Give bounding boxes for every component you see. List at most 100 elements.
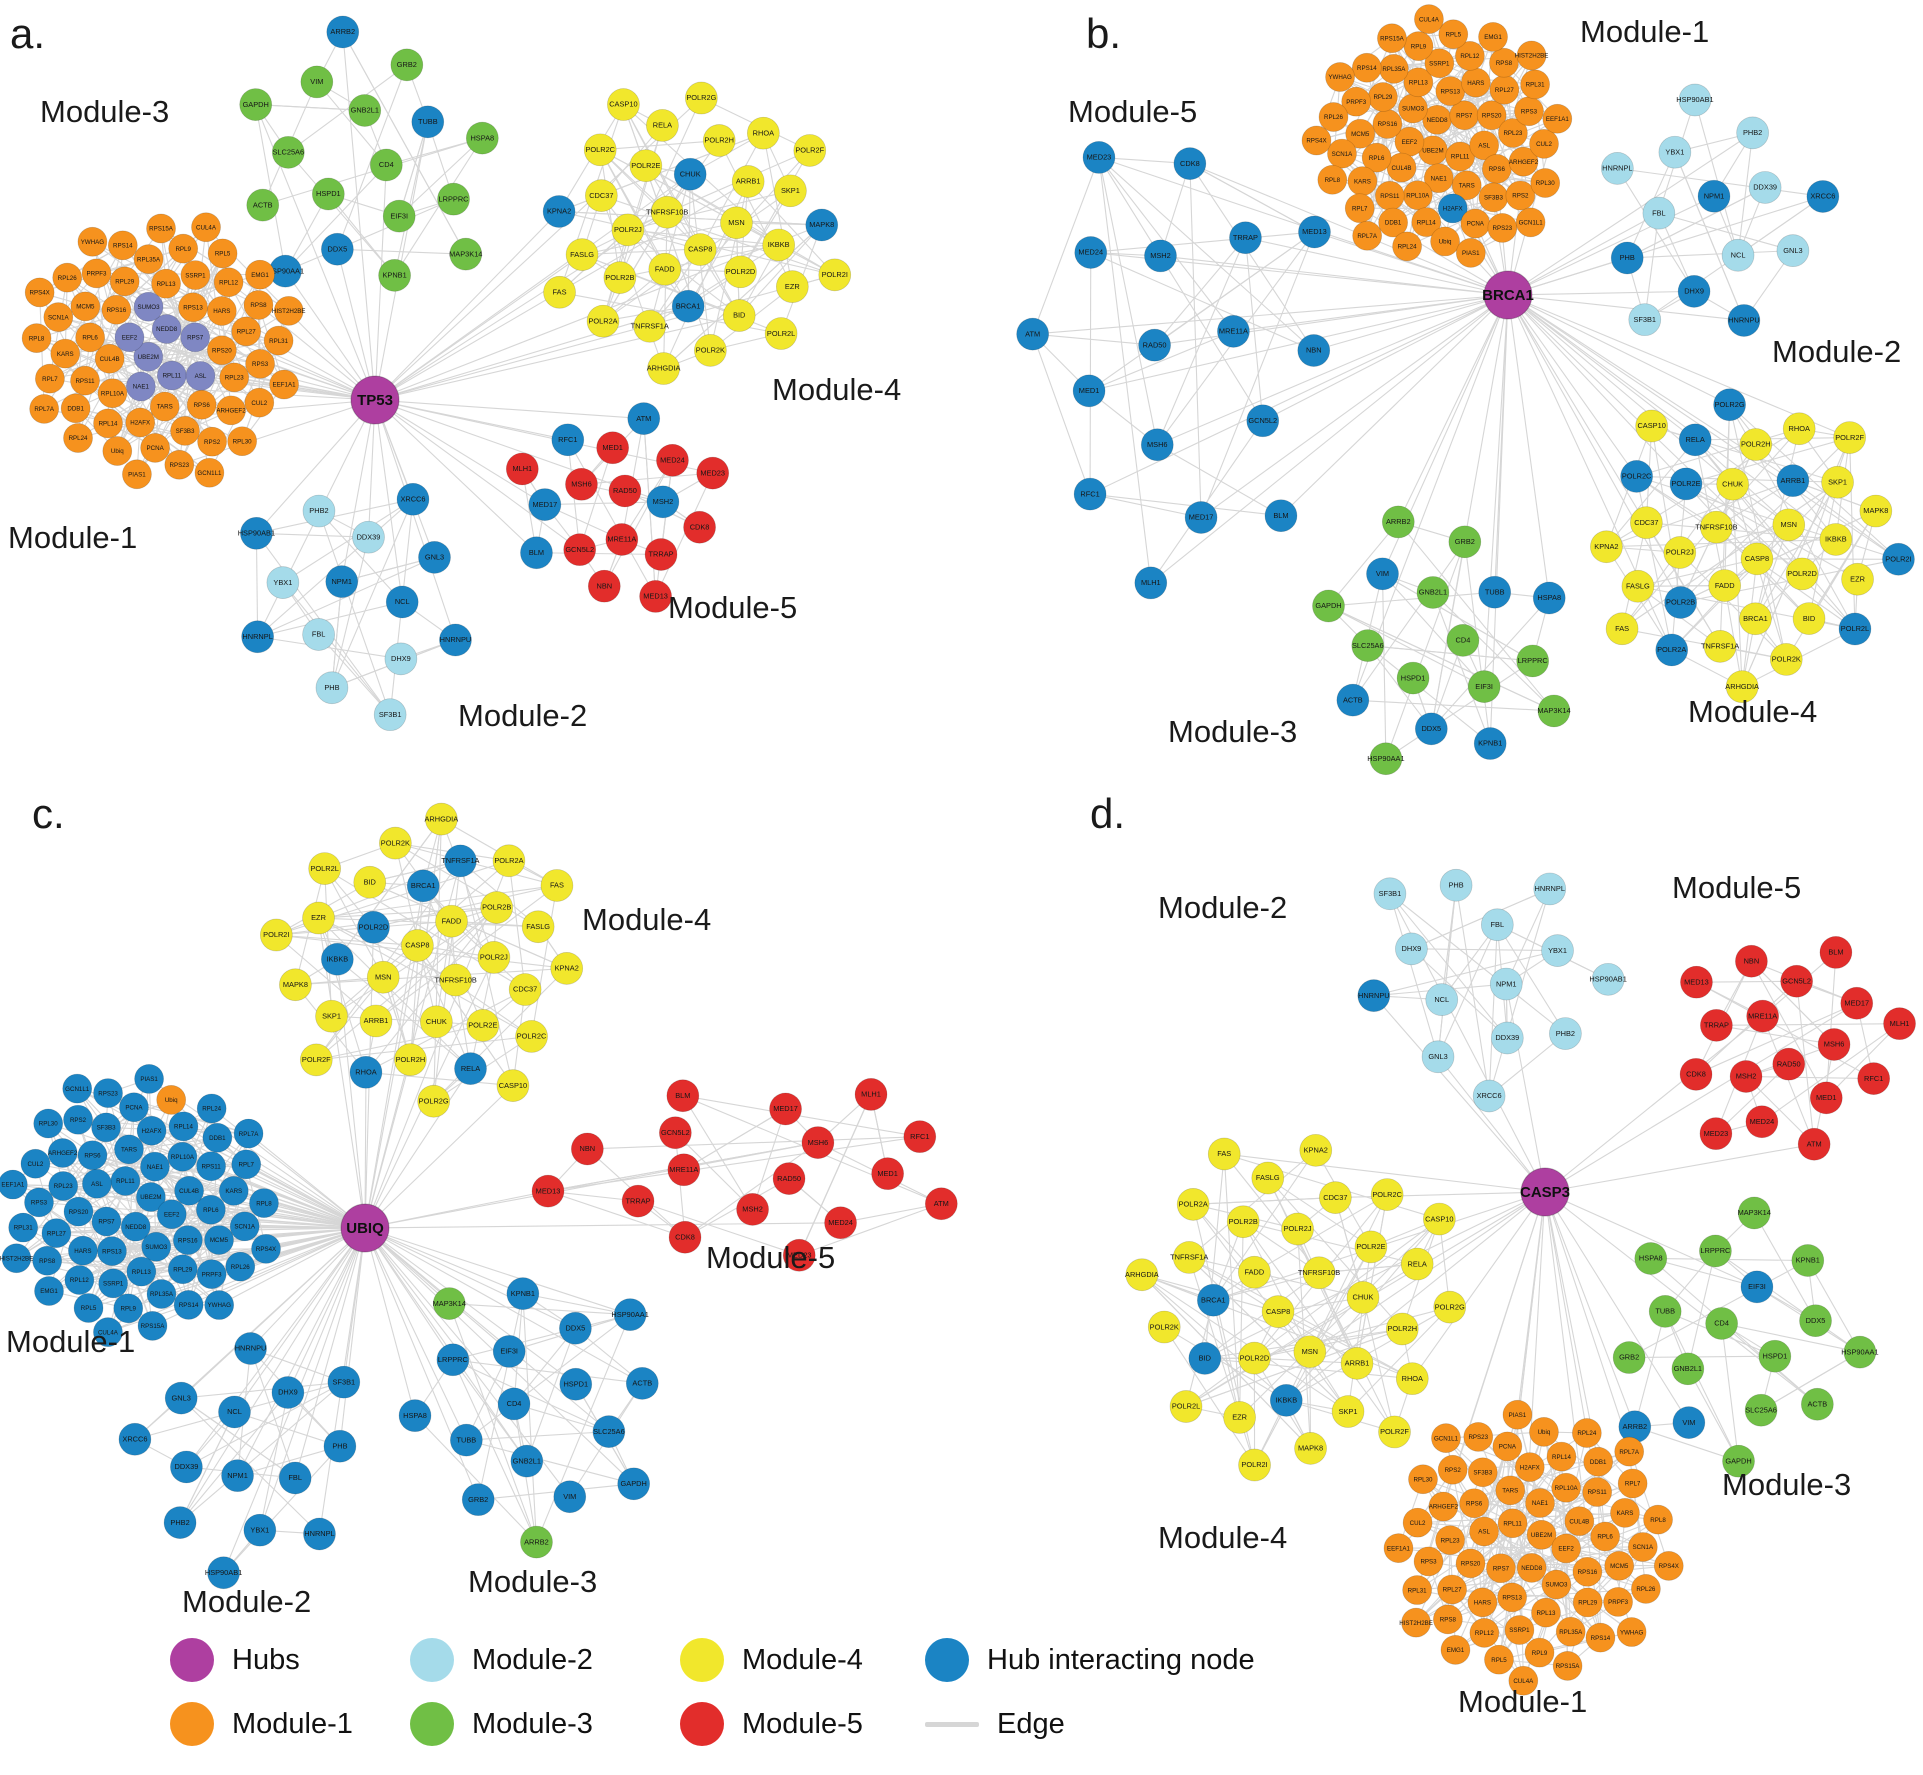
node-RPS13[interactable]: RPS13 [178, 292, 208, 323]
node-RPL26[interactable]: RPL26 [1631, 1574, 1661, 1604]
node-POLR2J[interactable]: POLR2J [1663, 536, 1697, 569]
node-CUL2[interactable]: CUL2 [244, 387, 275, 418]
node-GRB2[interactable]: GRB2 [1612, 1341, 1646, 1374]
node-RPS6[interactable]: RPS6 [77, 1140, 108, 1171]
node-MRE11A[interactable]: MRE11A [1217, 315, 1250, 348]
hub-node-UBIQ[interactable]: UBIQ [340, 1203, 390, 1253]
node-RPS20[interactable]: RPS20 [1455, 1548, 1486, 1579]
node-CASP8[interactable]: CASP8 [401, 929, 434, 962]
node-HNRNPU[interactable]: HNRNPU [1727, 304, 1761, 337]
node-ARHGEF2[interactable]: ARHGEF2 [216, 395, 246, 426]
node-HNRNPU[interactable]: HNRNPU [234, 1332, 267, 1365]
node-MED24[interactable]: MED24 [1074, 236, 1108, 269]
node-XRCC6[interactable]: XRCC6 [118, 1422, 152, 1456]
node-RPL10A[interactable]: RPL10A [1551, 1472, 1582, 1503]
node-CDC37[interactable]: CDC37 [1319, 1181, 1352, 1214]
node-MRE11A[interactable]: MRE11A [667, 1153, 701, 1187]
node-EZR[interactable]: EZR [1223, 1401, 1256, 1434]
node-BID[interactable]: BID [353, 865, 387, 899]
node-DHX9[interactable]: DHX9 [384, 642, 418, 676]
node-MAPK8[interactable]: MAPK8 [1294, 1432, 1327, 1465]
node-RPL14[interactable]: RPL14 [168, 1111, 199, 1142]
node-RPL7A[interactable]: RPL7A [1352, 220, 1383, 251]
node-POLR2L[interactable]: POLR2L [308, 852, 342, 885]
node-POLR2B[interactable]: POLR2B [1664, 586, 1697, 619]
node-GCN5L2[interactable]: GCN5L2 [1246, 404, 1280, 438]
node-RPS4X[interactable]: RPS4X [251, 1233, 281, 1264]
node-EIF3I[interactable]: EIF3I [492, 1335, 526, 1368]
node-RAD50[interactable]: RAD50 [772, 1162, 806, 1195]
node-RPL6[interactable]: RPL6 [195, 1194, 226, 1225]
node-RPL24[interactable]: RPL24 [1571, 1418, 1602, 1448]
node-CASP8[interactable]: CASP8 [1261, 1295, 1295, 1329]
node-MED24[interactable]: MED24 [824, 1206, 857, 1240]
node-EMG1[interactable]: EMG1 [1478, 22, 1508, 52]
node-MCM5[interactable]: MCM5 [1604, 1550, 1635, 1581]
node-FBL[interactable]: FBL [1642, 196, 1676, 230]
node-GAPDH[interactable]: GAPDH [239, 88, 273, 121]
node-RPL13[interactable]: RPL13 [1531, 1597, 1561, 1628]
node-ATM[interactable]: ATM [924, 1187, 958, 1221]
node-RPS14[interactable]: RPS14 [173, 1289, 204, 1320]
node-PHB[interactable]: PHB [315, 671, 349, 705]
node-RPL5[interactable]: RPL5 [1438, 19, 1469, 50]
node-CASP10[interactable]: CASP10 [496, 1069, 530, 1102]
node-XRCC6[interactable]: XRCC6 [1806, 180, 1840, 213]
node-POLR2K[interactable]: POLR2K [694, 334, 727, 367]
node-PHB2[interactable]: PHB2 [302, 494, 336, 528]
node-HNRNPL[interactable]: HNRNPL [303, 1517, 336, 1551]
node-LRPPRC[interactable]: LRPPRC [1516, 644, 1550, 678]
node-RPS6[interactable]: RPS6 [1459, 1488, 1489, 1519]
node-RPS2[interactable]: RPS2 [63, 1104, 93, 1135]
node-MCM5[interactable]: MCM5 [204, 1225, 234, 1255]
node-EEF1A1[interactable]: EEF1A1 [1383, 1533, 1414, 1564]
node-ASL[interactable]: ASL [185, 361, 216, 391]
node-CDK8[interactable]: CDK8 [668, 1220, 702, 1254]
node-MSN[interactable]: MSN [1772, 508, 1806, 542]
node-SF3B3[interactable]: SF3B3 [1467, 1457, 1498, 1488]
node-FASLG[interactable]: FASLG [1251, 1161, 1285, 1195]
node-KPNA2[interactable]: KPNA2 [1590, 530, 1623, 564]
node-NBN[interactable]: NBN [570, 1132, 604, 1166]
node-SLC25A6[interactable]: SLC25A6 [1744, 1393, 1778, 1427]
node-MED17[interactable]: MED17 [769, 1092, 802, 1126]
node-RPL8[interactable]: RPL8 [249, 1188, 279, 1218]
node-RPL30[interactable]: RPL30 [1408, 1464, 1438, 1495]
node-HSPD1[interactable]: HSPD1 [311, 177, 345, 211]
node-CUL4A[interactable]: CUL4A [1414, 4, 1444, 34]
node-ATM[interactable]: ATM [1016, 317, 1050, 351]
node-TRRAP[interactable]: TRRAP [1229, 221, 1262, 255]
node-ASL[interactable]: ASL [82, 1168, 112, 1199]
node-FASLG[interactable]: FASLG [521, 910, 555, 944]
node-HARS[interactable]: HARS [68, 1235, 98, 1266]
node-EZR[interactable]: EZR [302, 901, 335, 935]
node-LRPPRC[interactable]: LRPPRC [437, 182, 470, 216]
node-POLR2F[interactable]: POLR2F [1378, 1415, 1411, 1449]
node-YBX1[interactable]: YBX1 [266, 566, 300, 599]
node-RPL23[interactable]: RPL23 [48, 1171, 79, 1201]
node-POLR2G[interactable]: POLR2G [684, 81, 718, 115]
node-RPL23[interactable]: RPL23 [1435, 1525, 1465, 1556]
node-CD4[interactable]: CD4 [497, 1387, 531, 1421]
node-ARRB2[interactable]: ARRB2 [326, 15, 360, 49]
node-POLR2B[interactable]: POLR2B [603, 261, 637, 294]
node-ARRB1[interactable]: ARRB1 [1340, 1347, 1374, 1380]
node-RPS2[interactable]: RPS2 [1437, 1454, 1468, 1485]
node-MAP3K14[interactable]: MAP3K14 [1537, 694, 1571, 728]
node-TUBB[interactable]: TUBB [1648, 1295, 1682, 1328]
node-RELA[interactable]: RELA [646, 109, 679, 142]
node-KPNB1[interactable]: KPNB1 [506, 1277, 540, 1310]
node-RPL8[interactable]: RPL8 [1643, 1504, 1673, 1535]
node-POLR2C[interactable]: POLR2C [1620, 460, 1653, 493]
node-IKBKB[interactable]: IKBKB [320, 942, 354, 976]
node-TUBB[interactable]: TUBB [411, 105, 445, 139]
node-CUL2[interactable]: CUL2 [1402, 1507, 1433, 1538]
node-RPL24[interactable]: RPL24 [196, 1093, 227, 1124]
node-BLM[interactable]: BLM [1264, 499, 1298, 533]
node-GRB2[interactable]: GRB2 [390, 48, 424, 82]
node-RPL31[interactable]: RPL31 [8, 1212, 39, 1243]
node-RFC1[interactable]: RFC1 [1073, 477, 1107, 511]
node-EEF1A1[interactable]: EEF1A1 [0, 1169, 28, 1200]
node-RHOA[interactable]: RHOA [1395, 1362, 1429, 1396]
node-RPS23[interactable]: RPS23 [93, 1078, 123, 1108]
